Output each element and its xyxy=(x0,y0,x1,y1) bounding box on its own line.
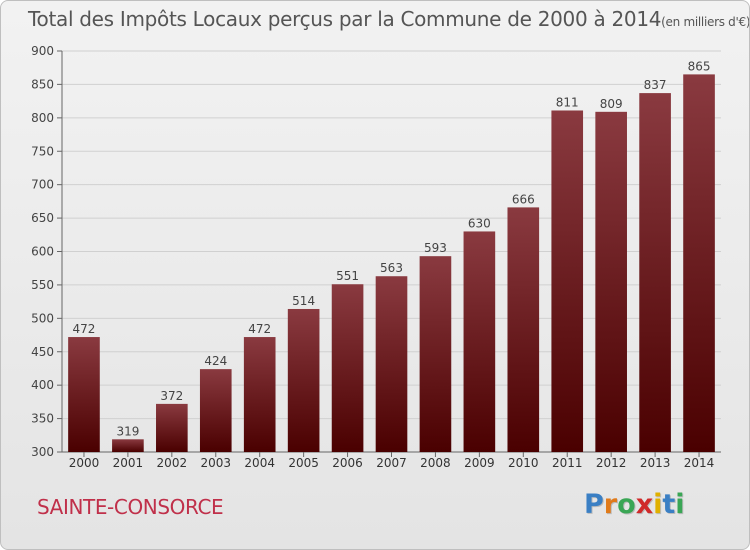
bar xyxy=(287,308,320,452)
data-label: 424 xyxy=(204,354,227,368)
y-tick-label: 300 xyxy=(31,445,54,459)
y-tick-label: 450 xyxy=(31,345,54,359)
bar xyxy=(463,231,496,452)
data-label: 551 xyxy=(336,269,359,283)
x-tick-label: 2013 xyxy=(640,456,671,470)
y-tick-label: 550 xyxy=(31,278,54,292)
logo-letter: o xyxy=(617,489,636,520)
bar xyxy=(112,439,144,452)
unit-note: (en milliers d'€) xyxy=(661,15,750,29)
bar xyxy=(375,276,408,452)
y-tick-label: 700 xyxy=(31,178,54,192)
x-tick-label: 2011 xyxy=(552,456,583,470)
data-label: 837 xyxy=(644,78,667,92)
y-tick-label: 500 xyxy=(31,311,54,325)
data-label: 319 xyxy=(116,424,139,438)
x-tick-label: 2008 xyxy=(420,456,451,470)
data-label: 472 xyxy=(73,322,96,336)
bar xyxy=(156,403,188,452)
commune-name: SAINTE-CONSORCE xyxy=(37,495,224,519)
data-label: 811 xyxy=(556,95,579,109)
data-label: 563 xyxy=(380,261,403,275)
bar xyxy=(595,111,627,453)
y-tick-label: 900 xyxy=(31,44,54,58)
y-tick-label: 850 xyxy=(31,77,54,91)
chart-title: Total des Impôts Locaux perçus par la Co… xyxy=(28,7,750,31)
data-label: 666 xyxy=(512,192,535,206)
data-label: 472 xyxy=(248,322,271,336)
data-label: 593 xyxy=(424,241,447,255)
logo-letter: P xyxy=(584,489,604,520)
bar xyxy=(68,337,100,452)
logo-letter: i xyxy=(653,489,663,520)
x-tick-label: 2005 xyxy=(288,456,319,470)
logo-letter: t xyxy=(662,489,676,520)
logo-letter: x xyxy=(635,489,654,520)
y-tick-label: 400 xyxy=(31,378,54,392)
proxiti-logo: Proxiti xyxy=(584,489,685,520)
logo-letter: i xyxy=(675,489,685,520)
bar xyxy=(639,93,671,452)
data-label: 372 xyxy=(160,389,183,403)
y-tick-label: 600 xyxy=(31,245,54,259)
x-tick-label: 2006 xyxy=(332,456,363,470)
x-tick-label: 2010 xyxy=(508,456,539,470)
bar xyxy=(551,110,584,453)
x-tick-label: 2014 xyxy=(684,456,715,470)
bar xyxy=(507,207,540,452)
data-label: 865 xyxy=(688,59,711,73)
y-tick-label: 750 xyxy=(31,144,54,158)
x-tick-label: 2009 xyxy=(464,456,495,470)
x-tick-label: 2002 xyxy=(157,456,188,470)
data-label: 809 xyxy=(600,97,623,111)
bar xyxy=(683,74,715,453)
y-tick-label: 650 xyxy=(31,211,54,225)
logo-letter: r xyxy=(603,489,618,520)
data-label: 514 xyxy=(292,294,315,308)
x-tick-label: 2003 xyxy=(200,456,231,470)
bar xyxy=(199,369,232,452)
title-text: Total des Impôts Locaux perçus par la Co… xyxy=(28,7,662,31)
x-tick-label: 2007 xyxy=(376,456,407,470)
bar xyxy=(331,284,364,452)
x-tick-label: 2000 xyxy=(69,456,100,470)
x-tick-label: 2012 xyxy=(596,456,627,470)
x-tick-label: 2001 xyxy=(113,456,144,470)
bar xyxy=(243,337,276,452)
data-label: 630 xyxy=(468,216,491,230)
y-tick-label: 350 xyxy=(31,412,54,426)
x-tick-label: 2004 xyxy=(244,456,275,470)
bar xyxy=(419,256,452,452)
y-tick-label: 800 xyxy=(31,111,54,125)
